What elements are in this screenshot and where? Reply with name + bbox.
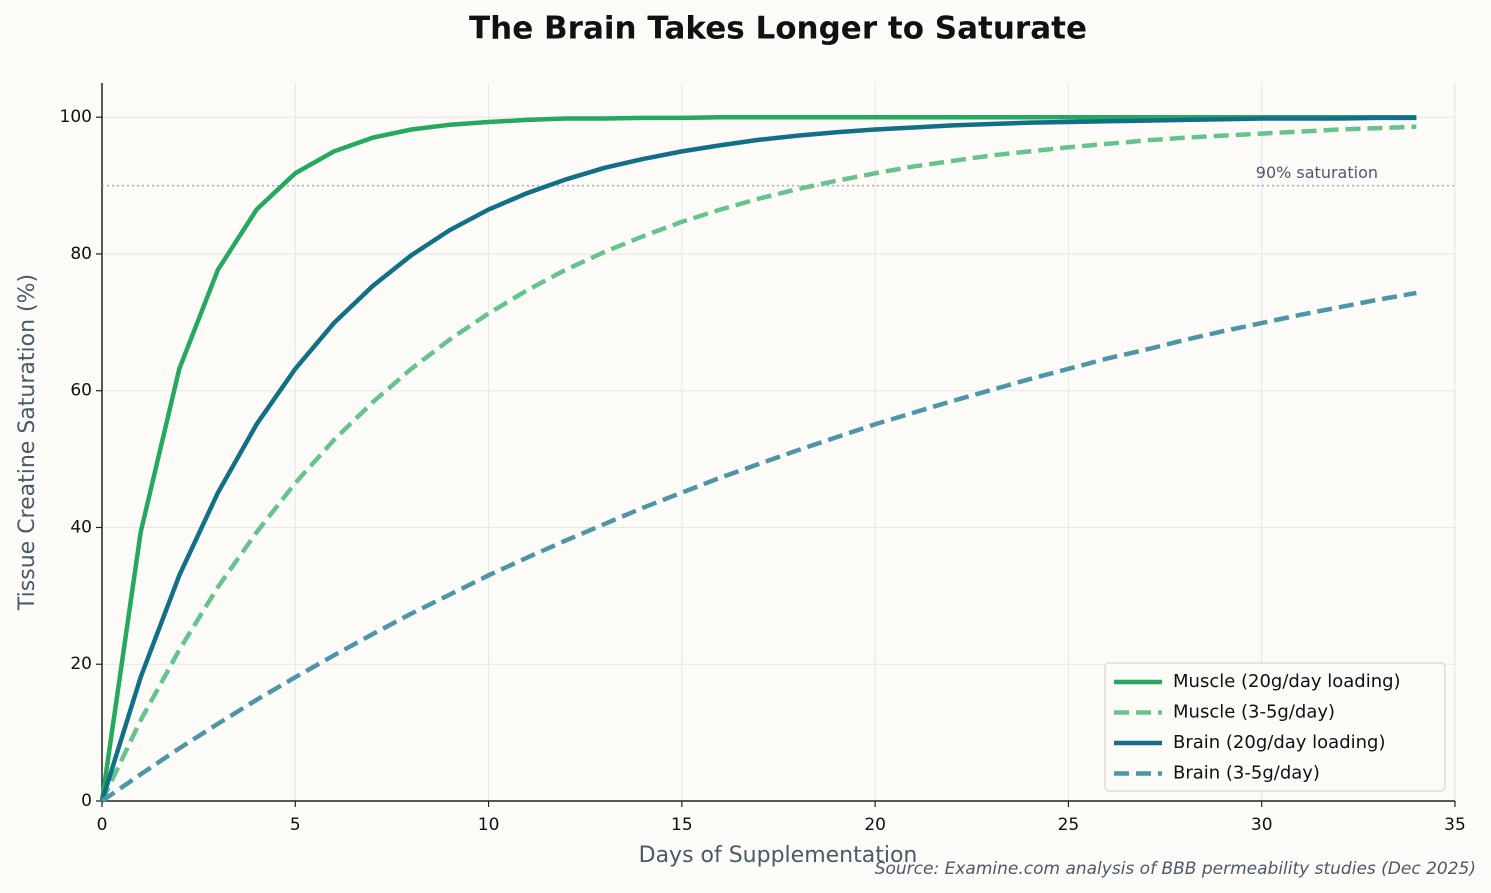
x-tick-label: 10 <box>478 815 500 835</box>
x-tick-label: 25 <box>1058 815 1080 835</box>
series-line <box>100 290 1417 803</box>
x-tick-label: 5 <box>290 815 301 835</box>
series-line <box>99 115 1417 802</box>
source-note: Source: Examine.com analysis of BBB perm… <box>875 859 1476 879</box>
y-tick-label: 80 <box>70 244 92 264</box>
y-tick-label: 60 <box>70 381 92 401</box>
x-tick-label: 30 <box>1251 815 1273 835</box>
legend-label: Muscle (20g/day loading) <box>1173 671 1401 692</box>
x-tick-label: 35 <box>1444 815 1466 835</box>
x-tick-label: 20 <box>864 815 886 835</box>
legend-label: Brain (20g/day loading) <box>1173 732 1385 753</box>
y-tick-label: 100 <box>60 107 92 127</box>
x-axis-label: Days of Supplementation <box>639 843 918 868</box>
legend-box <box>1104 662 1446 792</box>
x-tick-label: 15 <box>671 815 693 835</box>
legend-label: Brain (3-5g/day) <box>1173 763 1320 784</box>
series-line <box>99 114 1417 802</box>
series-line <box>99 124 1417 802</box>
x-tick-label: 0 <box>97 815 108 835</box>
y-axis-label: Tissue Creatine Saturation (%) <box>15 274 40 611</box>
legend-label: Muscle (3-5g/day) <box>1173 702 1335 723</box>
y-tick-label: 20 <box>70 654 92 674</box>
y-tick-label: 0 <box>81 791 92 811</box>
chart-title: The Brain Takes Longer to Saturate <box>469 11 1087 47</box>
y-tick-label: 40 <box>70 517 92 537</box>
reference-label: 90% saturation <box>1256 163 1378 182</box>
